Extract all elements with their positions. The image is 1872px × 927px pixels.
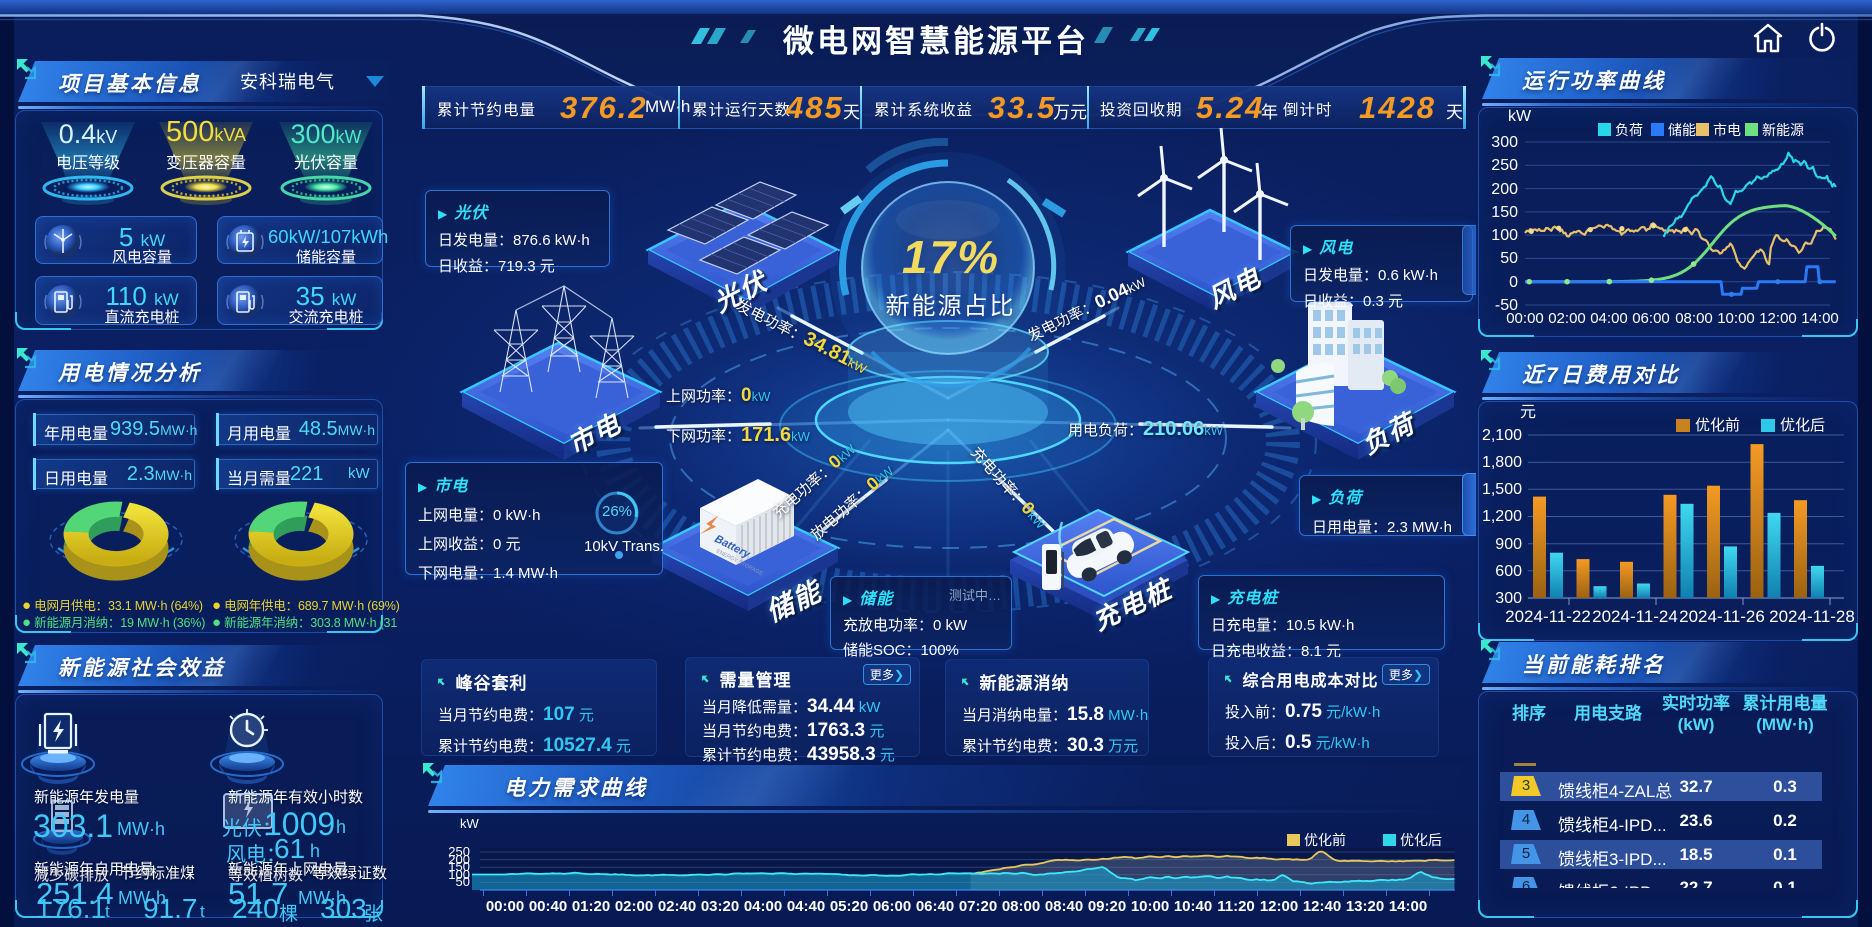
svg-text:200: 200 xyxy=(1491,181,1518,198)
svg-text:09:20: 09:20 xyxy=(1088,898,1126,915)
svg-text:100: 100 xyxy=(448,867,470,882)
svg-text:10:00: 10:00 xyxy=(1717,310,1755,327)
svg-text:2024-11-28: 2024-11-28 xyxy=(1769,607,1855,626)
svg-text:1,500: 1,500 xyxy=(1482,481,1522,498)
svg-text:06:40: 06:40 xyxy=(916,898,954,915)
svg-text:00:40: 00:40 xyxy=(529,898,567,915)
svg-text:优化前: 优化前 xyxy=(1695,417,1740,434)
svg-text:200: 200 xyxy=(448,852,470,867)
svg-text:14:00: 14:00 xyxy=(1389,898,1427,915)
svg-text:2024-11-22: 2024-11-22 xyxy=(1505,607,1591,626)
svg-text:50: 50 xyxy=(456,874,470,889)
svg-text:1,800: 1,800 xyxy=(1482,454,1522,471)
svg-text:02:00: 02:00 xyxy=(1548,310,1586,327)
svg-text:04:00: 04:00 xyxy=(744,898,782,915)
svg-text:06:00: 06:00 xyxy=(1632,310,1670,327)
svg-text:1,200: 1,200 xyxy=(1482,508,1522,525)
svg-text:04:40: 04:40 xyxy=(787,898,825,915)
svg-text:08:00: 08:00 xyxy=(1002,898,1040,915)
svg-text:05:20: 05:20 xyxy=(830,898,868,915)
svg-text:00:00: 00:00 xyxy=(486,898,524,915)
svg-text:08:40: 08:40 xyxy=(1045,898,1083,915)
svg-text:12:00: 12:00 xyxy=(1759,310,1797,327)
svg-text:06:00: 06:00 xyxy=(873,898,911,915)
svg-text:市电: 市电 xyxy=(1713,122,1741,138)
svg-text:0: 0 xyxy=(1509,274,1518,291)
svg-text:-50: -50 xyxy=(1495,297,1518,314)
svg-text:14:00: 14:00 xyxy=(1801,310,1839,327)
svg-text:kW: kW xyxy=(460,816,480,831)
svg-text:02:00: 02:00 xyxy=(615,898,653,915)
svg-text:300: 300 xyxy=(1495,590,1522,607)
svg-text:150: 150 xyxy=(448,859,470,874)
svg-text:kW: kW xyxy=(1508,108,1532,125)
svg-text:10:00: 10:00 xyxy=(1131,898,1169,915)
svg-text:优化后: 优化后 xyxy=(1400,832,1442,848)
svg-text:600: 600 xyxy=(1495,563,1522,580)
svg-text:元: 元 xyxy=(1520,404,1536,421)
svg-text:12:00: 12:00 xyxy=(1260,898,1298,915)
svg-text:50: 50 xyxy=(1500,250,1518,267)
svg-text:负荷: 负荷 xyxy=(1615,122,1643,138)
svg-text:2024-11-26: 2024-11-26 xyxy=(1679,607,1765,626)
svg-text:250: 250 xyxy=(1491,157,1518,174)
svg-text:10:40: 10:40 xyxy=(1174,898,1212,915)
svg-text:01:20: 01:20 xyxy=(572,898,610,915)
svg-text:储能: 储能 xyxy=(1668,122,1696,138)
svg-text:优化前: 优化前 xyxy=(1304,832,1346,848)
svg-text:2024-11-24: 2024-11-24 xyxy=(1592,607,1678,626)
svg-text:150: 150 xyxy=(1491,204,1518,221)
svg-text:300: 300 xyxy=(1491,134,1518,151)
svg-text:03:20: 03:20 xyxy=(701,898,739,915)
svg-text:优化后: 优化后 xyxy=(1780,417,1825,434)
svg-text:新能源: 新能源 xyxy=(1762,122,1804,138)
svg-text:02:40: 02:40 xyxy=(658,898,696,915)
svg-text:900: 900 xyxy=(1495,536,1522,553)
svg-text:04:00: 04:00 xyxy=(1590,310,1628,327)
svg-text:11:20: 11:20 xyxy=(1217,898,1255,915)
svg-text:13:20: 13:20 xyxy=(1346,898,1384,915)
svg-text:08:00: 08:00 xyxy=(1675,310,1713,327)
svg-text:100: 100 xyxy=(1491,227,1518,244)
svg-text:2,100: 2,100 xyxy=(1482,427,1522,444)
svg-text:250: 250 xyxy=(448,844,470,859)
svg-text:00:00: 00:00 xyxy=(1506,310,1544,327)
svg-text:12:40: 12:40 xyxy=(1303,898,1341,915)
svg-text:07:20: 07:20 xyxy=(959,898,997,915)
